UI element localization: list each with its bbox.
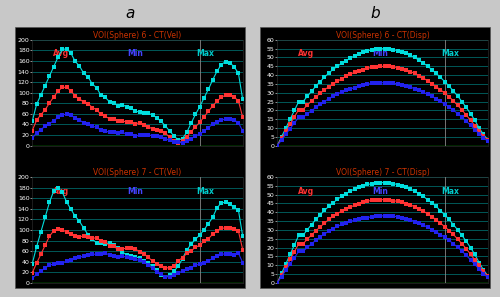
Text: Min: Min (372, 187, 388, 195)
Title: VOI(Sphere) 7 - CT(Vel): VOI(Sphere) 7 - CT(Vel) (94, 168, 182, 177)
Text: Min: Min (127, 187, 143, 195)
Text: Avg: Avg (54, 187, 70, 195)
Text: Min: Min (127, 49, 143, 58)
Text: Max: Max (442, 187, 460, 195)
Text: a: a (126, 6, 134, 21)
Text: Avg: Avg (298, 49, 314, 58)
Title: VOI(Sphere) 7 - CT(Disp): VOI(Sphere) 7 - CT(Disp) (336, 168, 430, 177)
Text: Avg: Avg (54, 49, 70, 58)
Title: VOI(Sphere) 6 - CT(Disp): VOI(Sphere) 6 - CT(Disp) (336, 31, 430, 40)
Text: Max: Max (196, 49, 214, 58)
Text: Max: Max (196, 187, 214, 195)
Text: Max: Max (442, 49, 460, 58)
Title: VOI(Sphere) 6 - CT(Vel): VOI(Sphere) 6 - CT(Vel) (94, 31, 182, 40)
Text: Min: Min (372, 49, 388, 58)
Text: Avg: Avg (298, 187, 314, 195)
Text: b: b (370, 6, 380, 21)
